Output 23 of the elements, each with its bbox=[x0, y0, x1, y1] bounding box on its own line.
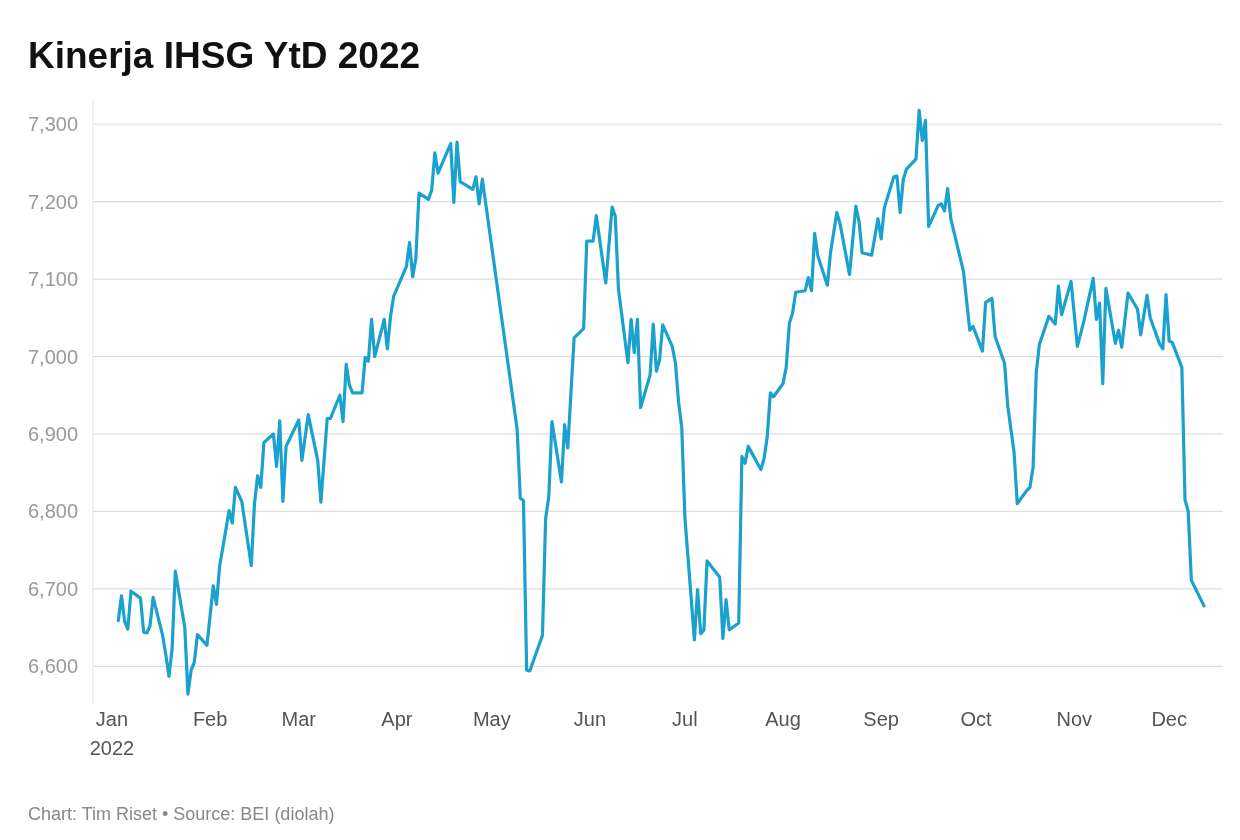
x-tick-label: Jul bbox=[672, 708, 698, 730]
x-tick-label: Sep bbox=[863, 708, 899, 730]
x-tick-label: Mar bbox=[281, 708, 317, 730]
y-tick-label: 7,100 bbox=[28, 268, 79, 291]
x-tick-label: May bbox=[472, 708, 511, 730]
y-tick-label: 7,300 bbox=[28, 113, 79, 136]
y-tick-label: 6,700 bbox=[28, 577, 79, 600]
y-tick-label: 6,600 bbox=[28, 655, 79, 678]
x-tick-label: Aug bbox=[765, 708, 801, 730]
x-tick-label: Nov bbox=[1056, 708, 1093, 730]
x-tick-label: Jan 2022 bbox=[89, 708, 135, 759]
text: Chart: Tim Riset • Source: BEI (diolah) bbox=[28, 804, 335, 824]
line-series bbox=[116, 108, 1206, 696]
y-tick-label: 6,800 bbox=[28, 500, 79, 523]
x-tick-label: Jun bbox=[573, 708, 607, 730]
x-tick-label: Oct bbox=[960, 708, 993, 730]
y-tick-label: 7,000 bbox=[28, 345, 79, 368]
x-tick-label: Dec bbox=[1151, 708, 1187, 730]
y-tick-label: 6,900 bbox=[28, 422, 79, 445]
y-tick-label: 7,200 bbox=[28, 190, 79, 213]
chart-title: Kinerja IHSG YtD 2022 bbox=[28, 35, 421, 76]
x-tick-label: Feb bbox=[192, 708, 228, 730]
x-tick-label: Apr bbox=[381, 708, 413, 730]
